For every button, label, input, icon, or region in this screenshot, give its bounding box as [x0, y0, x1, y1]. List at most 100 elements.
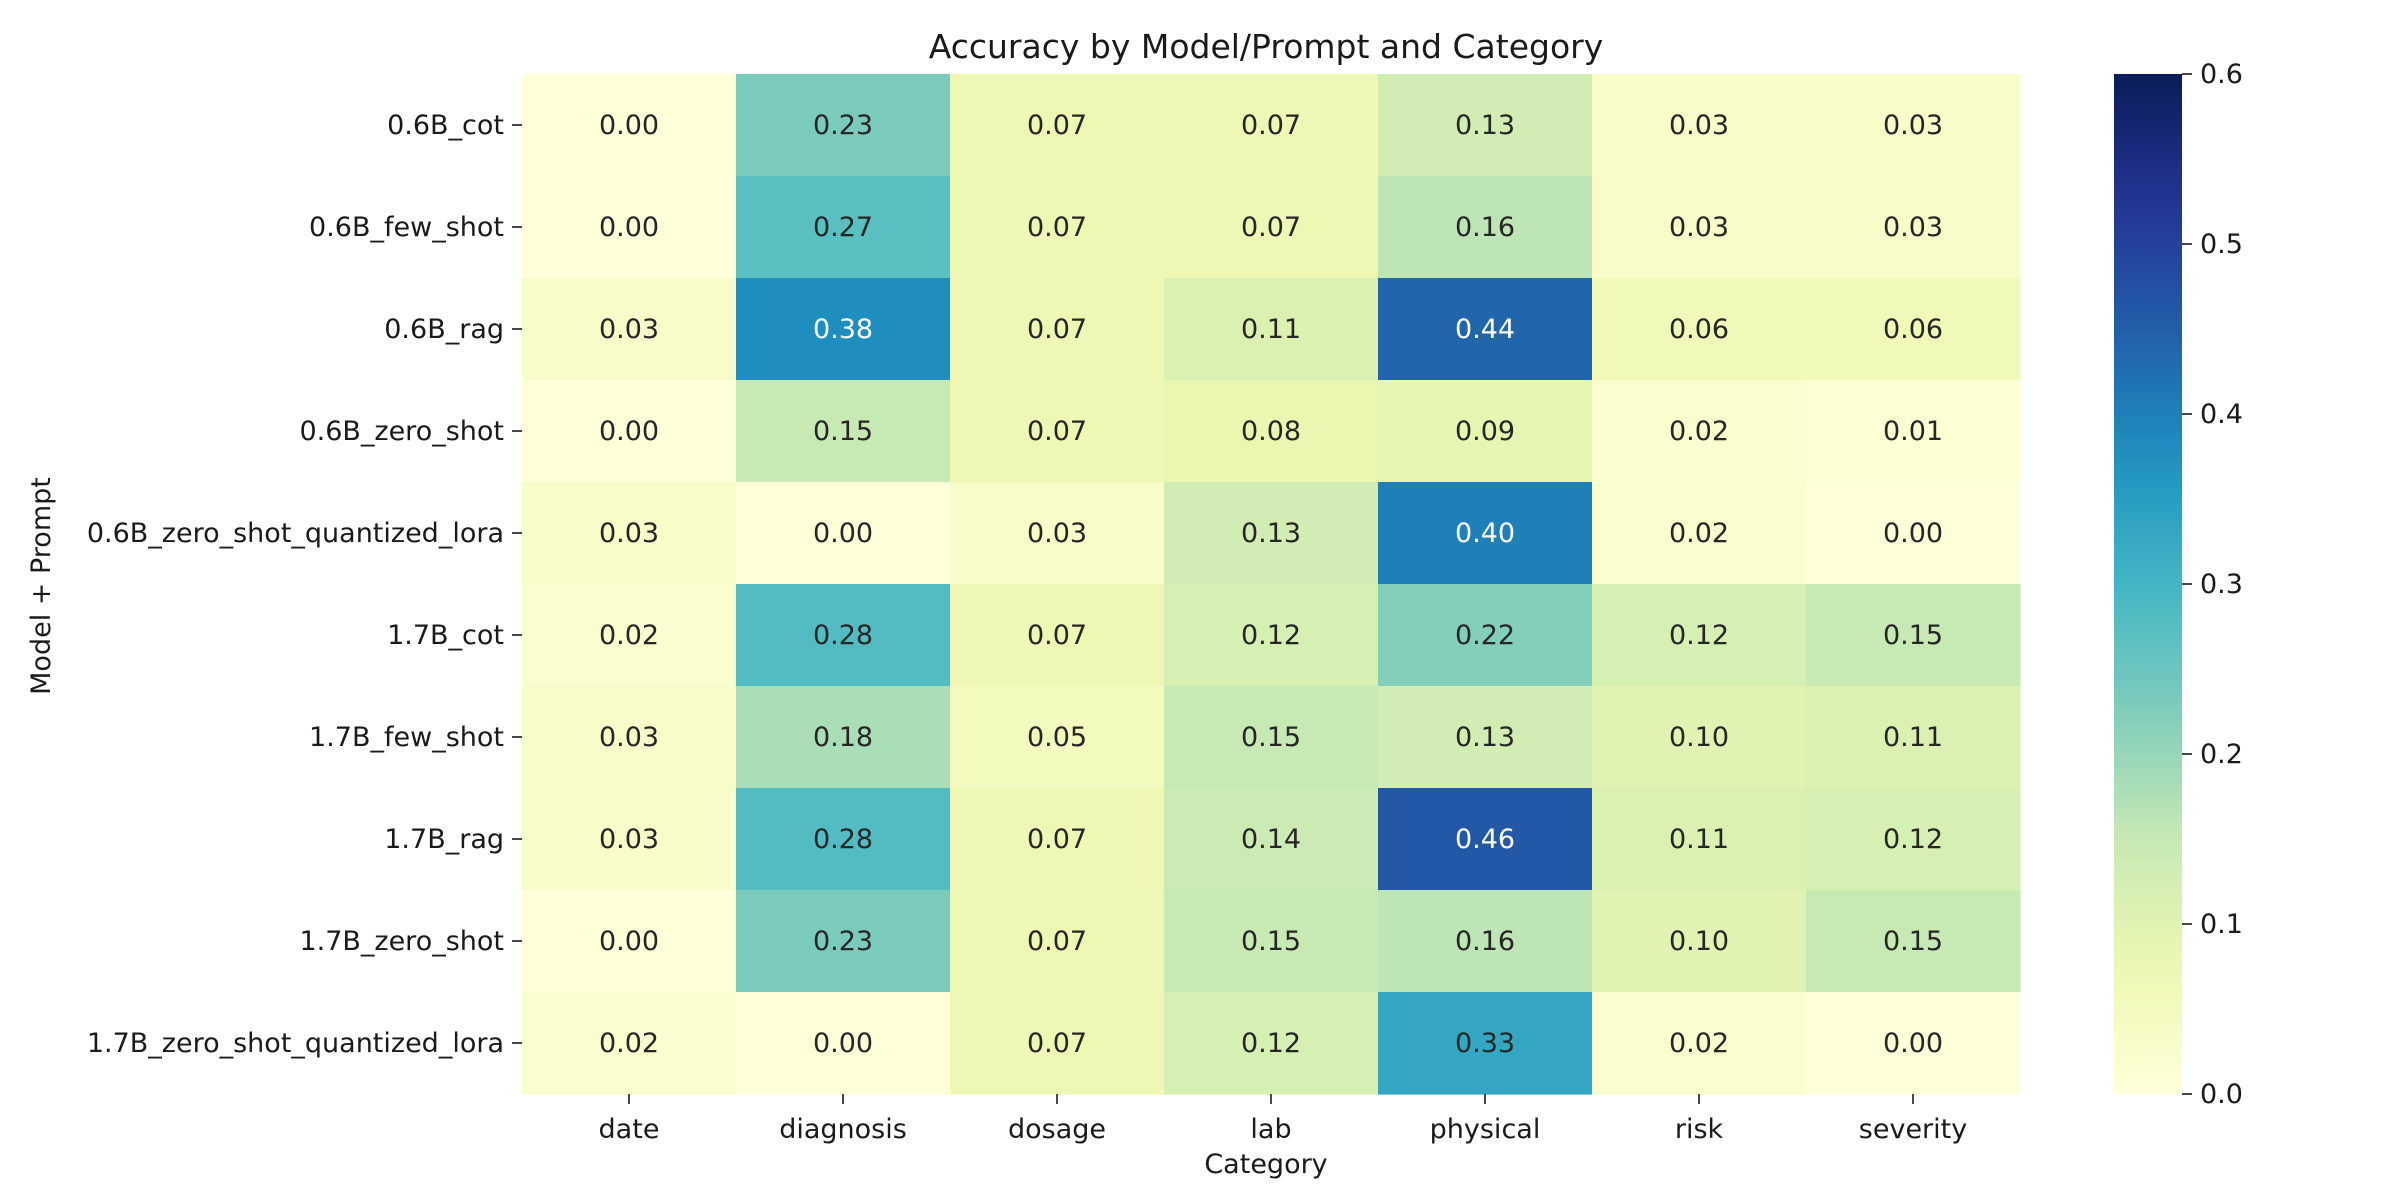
cell-value-label: 0.07 [1241, 212, 1301, 243]
heatmap-cell [1806, 380, 2021, 483]
y-tick-label: 0.6B_rag [384, 314, 504, 345]
heatmap-cell [1378, 380, 1593, 483]
heatmap-cell [1164, 584, 1379, 687]
cell-value-label: 0.07 [1027, 1028, 1087, 1059]
heatmap-cell [522, 176, 737, 279]
cell-value-label: 0.23 [813, 110, 873, 141]
cell-value-label: 0.07 [1027, 926, 1087, 957]
heatmap-cell [1806, 278, 2021, 381]
heatmap-cell [950, 788, 1165, 891]
cell-value-label: 0.02 [1669, 1028, 1729, 1059]
heatmap-cell [1592, 890, 1807, 993]
cell-value-label: 0.11 [1241, 314, 1301, 345]
heatmap-cell [1592, 380, 1807, 483]
cell-value-label: 0.15 [1883, 926, 1943, 957]
y-tick-label: 1.7B_rag [384, 824, 504, 855]
heatmap-cell [736, 380, 951, 483]
heatmap-cell [736, 992, 951, 1095]
heatmap-cell [1806, 584, 2021, 687]
heatmap-cell [950, 278, 1165, 381]
cell-value-label: 0.33 [1455, 1028, 1515, 1059]
cell-value-label: 0.03 [599, 518, 659, 549]
heatmap-cell [522, 380, 737, 483]
y-tick-label: 1.7B_few_shot [309, 722, 504, 753]
cell-value-label: 0.28 [813, 824, 873, 855]
heatmap-cell [950, 176, 1165, 279]
cell-value-label: 0.07 [1027, 212, 1087, 243]
cell-value-label: 0.12 [1669, 620, 1729, 651]
x-tick-label: physical [1430, 1114, 1541, 1145]
y-axis-ticks: 0.6B_cot 0.6B_few_shot 0.6B_rag 0.6B_zero_s… [87, 110, 522, 1059]
heatmap-cell [1806, 686, 2021, 789]
heatmap-cell [1592, 482, 1807, 585]
x-tick-label: diagnosis [779, 1114, 907, 1145]
cell-value-label: 0.02 [1669, 416, 1729, 447]
colorbar-tick-label: 0.1 [2200, 909, 2243, 940]
cell-value-label: 0.00 [599, 212, 659, 243]
y-tick-label: 0.6B_few_shot [309, 212, 504, 243]
cell-value-label: 0.03 [1669, 110, 1729, 141]
heatmap-cell [1592, 686, 1807, 789]
cell-value-label: 0.00 [599, 416, 659, 447]
cell-value-label: 0.18 [813, 722, 873, 753]
cell-value-label: 0.15 [1883, 620, 1943, 651]
cell-value-label: 0.03 [1027, 518, 1087, 549]
heatmap-cell-labels: 0.00 0.23 0.07 0.07 0.13 0.03 0.03 0.00 0.27 0.07… [599, 110, 1943, 1059]
heatmap-cell [522, 584, 737, 687]
cell-value-label: 0.15 [813, 416, 873, 447]
colorbar-tick-label: 0.2 [2200, 739, 2243, 770]
cell-value-label: 0.08 [1241, 416, 1301, 447]
cell-value-label: 0.15 [1241, 722, 1301, 753]
heatmap-cell [1806, 890, 2021, 993]
heatmap-cells [522, 74, 2021, 1095]
heatmap-cell [1378, 176, 1593, 279]
cell-value-label: 0.00 [813, 1028, 873, 1059]
cell-value-label: 0.10 [1669, 926, 1729, 957]
cell-value-label: 0.03 [599, 722, 659, 753]
cell-value-label: 0.01 [1883, 416, 1943, 447]
colorbar-tick-label: 0.0 [2200, 1079, 2243, 1110]
colorbar-gradient [2114, 74, 2182, 1094]
heatmap-cell [736, 686, 951, 789]
heatmap-cell [1592, 584, 1807, 687]
heatmap-cell [1164, 176, 1379, 279]
cell-value-label: 0.06 [1883, 314, 1943, 345]
x-tick-label: date [599, 1114, 660, 1145]
cell-value-label: 0.12 [1241, 620, 1301, 651]
heatmap-cell [1592, 278, 1807, 381]
heatmap-cell [1592, 74, 1807, 177]
heatmap-cell [1378, 890, 1593, 993]
heatmap-cell [1164, 278, 1379, 381]
cell-value-label: 0.03 [599, 824, 659, 855]
colorbar-tick-label: 0.3 [2200, 569, 2243, 600]
cell-value-label: 0.13 [1455, 110, 1515, 141]
y-tick-label: 0.6B_zero_shot [299, 416, 504, 447]
heatmap-cell [736, 278, 951, 381]
heatmap-cell [1378, 788, 1593, 891]
x-tick-label: dosage [1008, 1114, 1106, 1145]
cell-value-label: 0.00 [599, 926, 659, 957]
y-tick-label: 0.6B_zero_shot_quantized_lora [87, 518, 504, 549]
cell-value-label: 0.03 [1883, 110, 1943, 141]
y-tick-label: 1.7B_cot [387, 620, 504, 651]
x-tick-label: severity [1859, 1114, 1967, 1145]
cell-value-label: 0.15 [1241, 926, 1301, 957]
heatmap-cell [1378, 584, 1593, 687]
cell-value-label: 0.00 [599, 110, 659, 141]
heatmap-cell [950, 482, 1165, 585]
x-tick-label: lab [1250, 1114, 1291, 1145]
cell-value-label: 0.07 [1241, 110, 1301, 141]
heatmap-cell [522, 278, 737, 381]
heatmap-cell [522, 890, 737, 993]
cell-value-label: 0.02 [599, 620, 659, 651]
cell-value-label: 0.05 [1027, 722, 1087, 753]
heatmap-cell [736, 890, 951, 993]
heatmap-cell [1164, 788, 1379, 891]
x-axis-ticks: date diagnosis dosage lab physical risk severi… [599, 1094, 1967, 1145]
heatmap-cell [522, 788, 737, 891]
y-tick-label: 1.7B_zero_shot_quantized_lora [87, 1028, 504, 1059]
cell-value-label: 0.12 [1883, 824, 1943, 855]
cell-value-label: 0.16 [1455, 926, 1515, 957]
heatmap-cell [950, 584, 1165, 687]
heatmap-cell [522, 482, 737, 585]
